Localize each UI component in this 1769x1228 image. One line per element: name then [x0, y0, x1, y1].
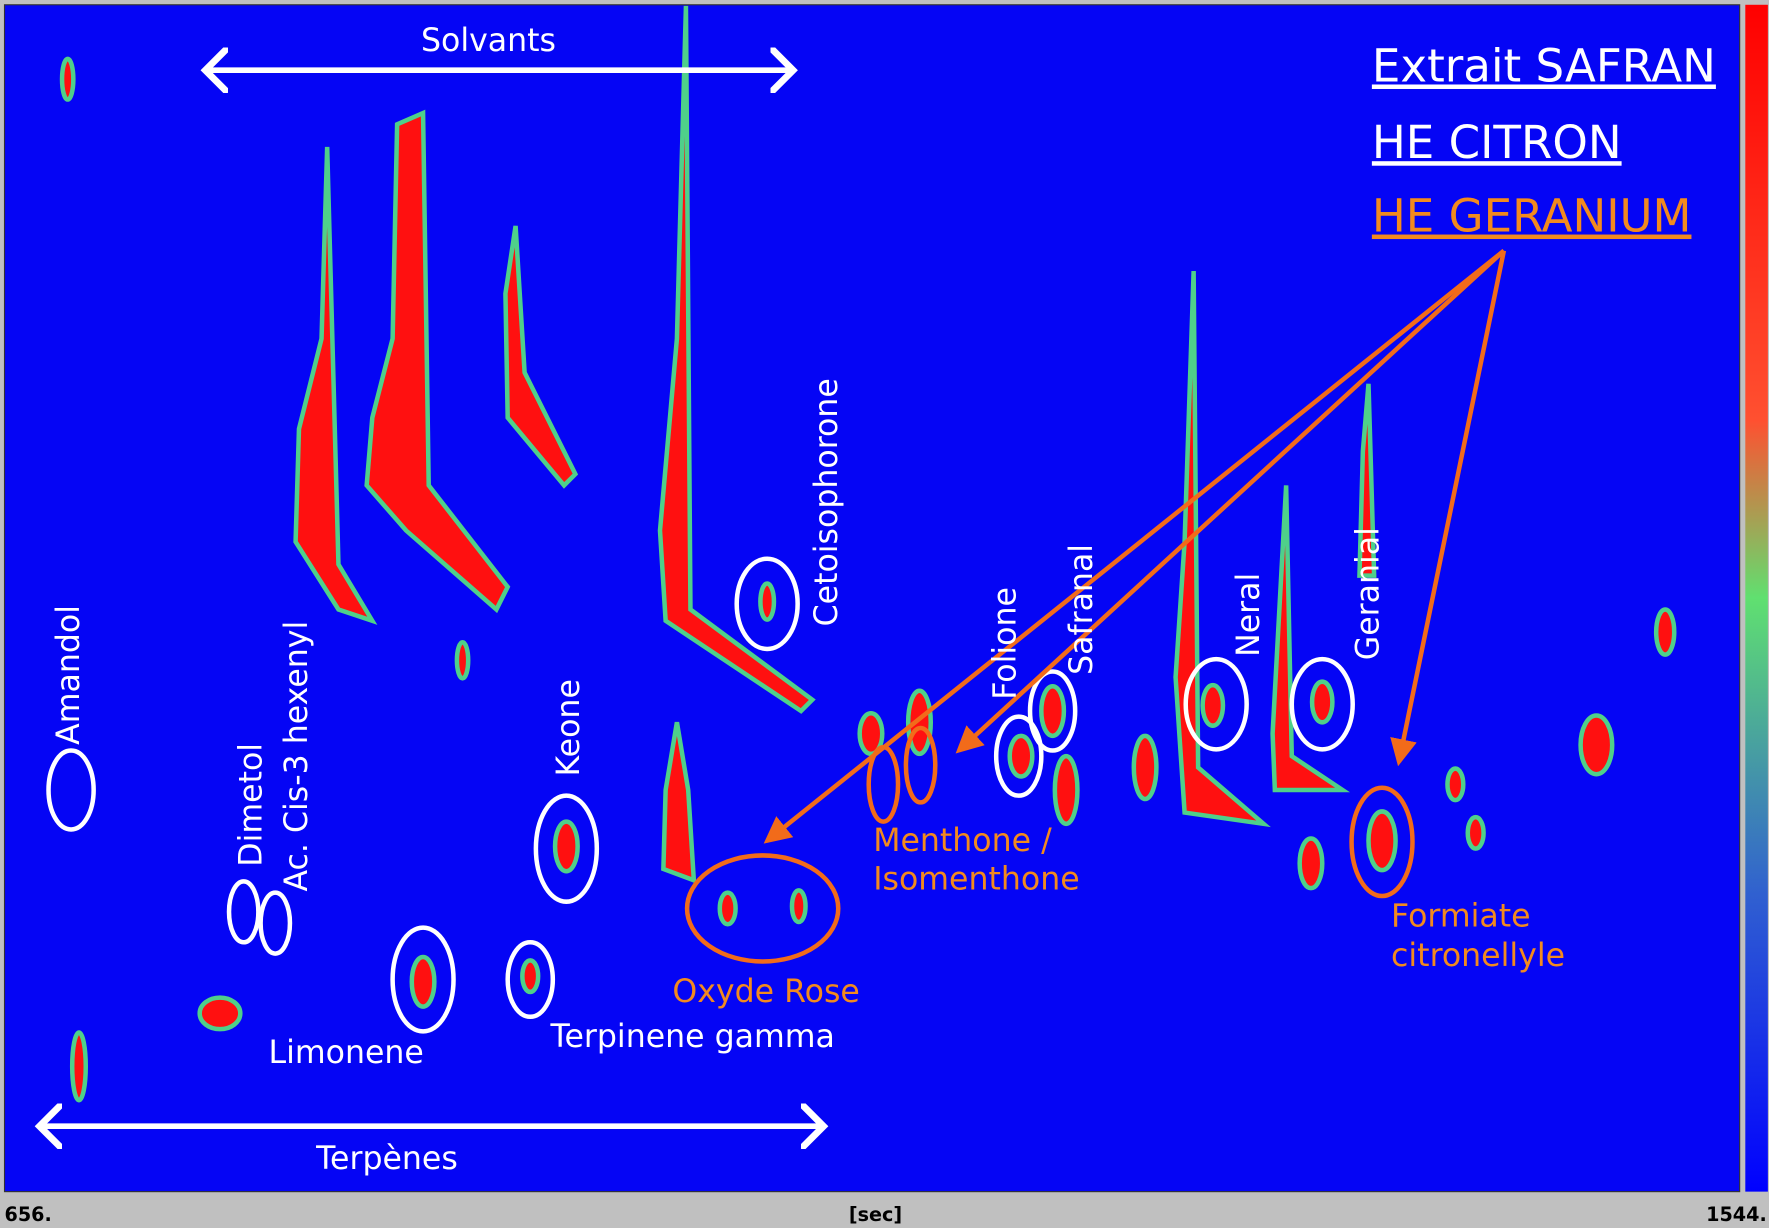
compound-label: Dimetol — [234, 743, 270, 867]
range-label: Solvants — [421, 23, 556, 59]
compound-label: Limonene — [269, 1035, 424, 1071]
color-bar — [1745, 4, 1768, 1192]
geranium-label: citronellyle — [1391, 938, 1565, 974]
axis-unit: [sec] — [849, 1203, 902, 1226]
axis-start: 656. — [5, 1203, 52, 1226]
compound-label: Geranial — [1351, 527, 1387, 660]
compound-label: Ac. Cis-3 hexenyl — [279, 621, 315, 892]
compound-label: Terpinene gamma — [550, 1019, 835, 1055]
compound-label: Amandol — [51, 605, 87, 745]
compound-label: Cetoisophorone — [809, 378, 845, 626]
range-label: Terpènes — [315, 1141, 458, 1177]
legend-item: HE GERANIUM — [1372, 190, 1692, 243]
compound-label: Safranal — [1064, 544, 1100, 675]
plot-area — [3, 4, 1741, 1193]
legend-item: Extrait SAFRAN — [1372, 39, 1716, 92]
legend-item: HE CITRON — [1372, 116, 1622, 169]
compound-label: Keone — [551, 679, 587, 776]
peaks — [59, 5, 1677, 1103]
geranium-label: Isomenthone — [873, 861, 1079, 897]
geranium-label: Oxyde Rose — [672, 974, 859, 1010]
compound-label: Neral — [1231, 573, 1267, 657]
compound-label: Folione — [987, 587, 1023, 700]
arrows — [39, 70, 1507, 1126]
geranium-label: Formiate — [1391, 899, 1530, 935]
axis-end: 1544. — [1706, 1203, 1767, 1226]
geranium-label: Menthone / — [873, 823, 1052, 859]
